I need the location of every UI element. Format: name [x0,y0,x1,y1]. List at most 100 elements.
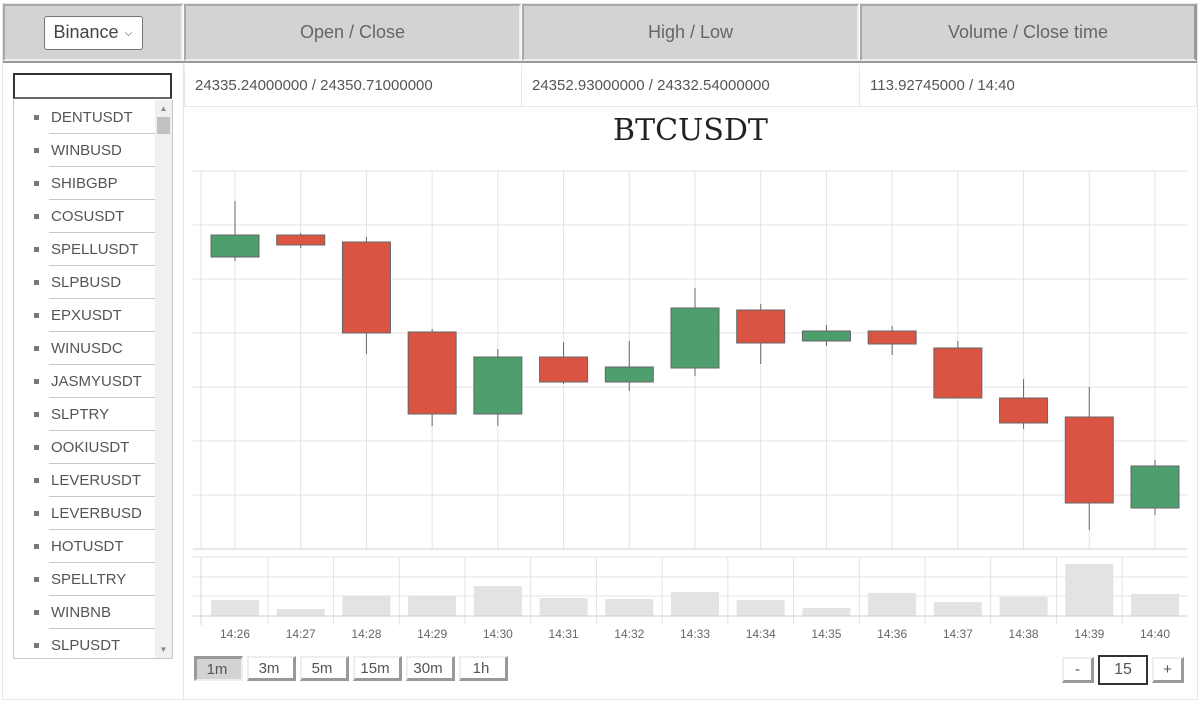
candle-14:34[interactable] [736,309,786,344]
open-close-value: 24335.24000000 / 24350.71000000 [184,65,521,107]
symbol-label: WINUSDC [51,340,123,357]
x-axis-label: 14:38 [1009,627,1039,641]
symbol-item[interactable]: EPXUSDT [14,299,156,332]
x-axis-label: 14:34 [746,627,776,641]
volume-bar-14:38 [999,597,1048,616]
exchange-header-cell: Binance ⌵ [3,4,183,61]
symbol-item[interactable]: LEVERUSDT [14,464,156,497]
x-axis-label: 14:30 [483,627,513,641]
volume-bar-14:30 [473,586,522,616]
bullet-icon [34,214,39,219]
symbol-item[interactable]: OOKIUSDT [14,431,156,464]
high-low-value: 24352.93000000 / 24332.54000000 [521,65,859,107]
symbol-item[interactable]: WINUSDC [14,332,156,365]
bullet-icon [34,379,39,384]
symbol-item[interactable]: WINBUSD [14,134,156,167]
symbol-item[interactable]: SPELLUSDT [14,233,156,266]
volume-bar-14:37 [933,602,982,616]
symbol-search-input[interactable] [13,73,172,99]
candle-14:40[interactable] [1130,465,1180,509]
bullet-icon [34,544,39,549]
bullet-icon [34,313,39,318]
volume-close-time-value: 113.92745000 / 14:40 [859,65,1197,107]
candle-14:39[interactable] [1064,416,1114,504]
candle-14:37[interactable] [933,347,983,399]
x-axis-label: 14:32 [614,627,644,641]
candle-14:35[interactable] [801,330,851,342]
interval-button-3m[interactable]: 3m [247,656,296,681]
symbol-item[interactable]: SLPUSDT [14,629,156,658]
symbol-label: SLPBUSD [51,274,122,291]
bullet-icon [34,115,39,120]
volume-bar-14:28 [342,596,391,616]
exchange-select-value: Binance [53,22,119,42]
interval-button-5m[interactable]: 5m [300,656,349,681]
volume-bar-14:27 [276,609,325,616]
candle-14:28[interactable] [341,241,391,334]
volume-bar-14:31 [539,598,588,616]
interval-button-15m[interactable]: 15m [353,656,402,681]
bullet-icon [34,247,39,252]
x-axis-label: 14:40 [1140,627,1170,641]
symbol-label: COSUSDT [51,208,125,225]
interval-selector: 1m 3m 5m 15m 30m 1h [194,656,508,681]
x-axis-label: 14:39 [1074,627,1104,641]
symbol-item[interactable]: DENTUSDT [14,101,156,134]
header-volume-close-time: Volume / Close time [860,4,1197,61]
bullet-icon [34,148,39,153]
candle-14:33[interactable] [670,307,720,369]
symbol-item[interactable]: COSUSDT [14,200,156,233]
x-axis-label: 14:37 [943,627,973,641]
bullet-icon [34,346,39,351]
symbol-item[interactable]: JASMYUSDT [14,365,156,398]
candle-14:31[interactable] [539,356,589,383]
symbol-label: JASMYUSDT [51,373,142,390]
candle-count-input[interactable]: 15 [1098,655,1148,685]
x-axis-label: 14:26 [220,627,250,641]
symbol-item[interactable]: WINBNB [14,596,156,629]
symbol-item[interactable]: LEVERBUSD [14,497,156,530]
candle-14:38[interactable] [999,397,1049,424]
candle-14:27[interactable] [276,234,326,246]
volume-bar-14:39 [1065,564,1114,616]
symbol-list: DENTUSDT WINBUSD SHIBGBP COSUSDT SPELLUS… [13,100,173,659]
interval-button-1m[interactable]: 1m [194,656,243,681]
symbol-label: SPELLUSDT [51,241,139,258]
candle-14:36[interactable] [867,330,917,345]
bullet-icon [34,181,39,186]
exchange-select[interactable]: Binance ⌵ [43,15,143,50]
candle-14:29[interactable] [407,331,457,415]
symbol-item[interactable]: SPELLTRY [14,563,156,596]
header-high-low: High / Low [522,4,859,61]
scroll-up-arrow-icon[interactable]: ▲ [159,104,168,113]
candle-14:32[interactable] [604,366,654,383]
x-axis-label: 14:36 [877,627,907,641]
volume-bar-14:35 [802,608,851,616]
symbol-label: SLPTRY [51,406,110,423]
interval-button-1h[interactable]: 1h [459,656,508,681]
bullet-icon [34,511,39,516]
symbol-item[interactable]: HOTUSDT [14,530,156,563]
bullet-icon [34,280,39,285]
increment-button[interactable]: + [1152,657,1184,683]
candle-14:26[interactable] [210,234,260,258]
candle-14:30[interactable] [473,356,523,415]
interval-button-30m[interactable]: 30m [406,656,455,681]
symbol-list-scrollbar[interactable]: ▲ ▼ [155,100,172,658]
scroll-thumb[interactable] [157,117,170,134]
x-axis-label: 14:29 [417,627,447,641]
header-open-close: Open / Close [184,4,521,61]
symbol-item[interactable]: SHIBGBP [14,167,156,200]
symbol-item[interactable]: SLPBUSD [14,266,156,299]
bullet-icon [34,412,39,417]
symbol-label: SPELLTRY [51,571,127,588]
bullet-icon [34,478,39,483]
symbol-item[interactable]: SLPTRY [14,398,156,431]
symbol-label: EPXUSDT [51,307,122,324]
volume-bar-14:34 [736,600,785,616]
bullet-icon [34,610,39,615]
decrement-button[interactable]: - [1062,657,1094,683]
symbol-label: SLPUSDT [51,637,121,654]
scroll-down-arrow-icon[interactable]: ▼ [159,645,168,654]
